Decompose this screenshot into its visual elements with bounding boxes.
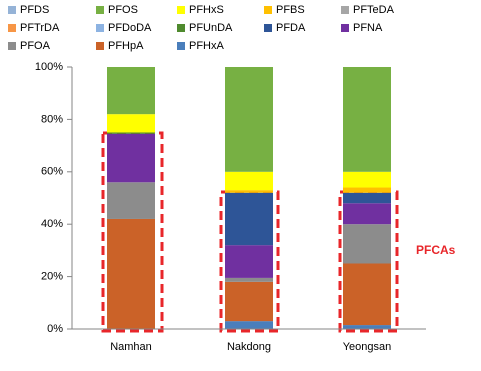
bar-segment (107, 132, 155, 134)
bar-segment (107, 133, 155, 183)
bar-segment (343, 325, 391, 329)
y-tick-label: 20% (41, 271, 63, 283)
y-tick-label: 80% (41, 113, 63, 125)
bar-segment (225, 67, 273, 172)
bar-segment (343, 192, 391, 204)
legend-label: PFOS (108, 4, 138, 16)
bar-segment (343, 224, 391, 264)
legend-swatch (177, 6, 185, 14)
legend-swatch (341, 6, 349, 14)
legend-swatch (264, 24, 272, 32)
y-tick-label: 60% (41, 166, 63, 178)
legend-label: PFDoDA (108, 22, 152, 34)
bar-segment (107, 114, 155, 133)
bar-segment (225, 171, 273, 191)
x-tick-label: Nakdong (227, 341, 271, 353)
legend-swatch (96, 6, 104, 14)
legend-label: PFBS (276, 4, 305, 16)
legend-swatch (96, 24, 104, 32)
legend-label: PFHpA (108, 40, 144, 52)
legend-swatch (264, 6, 272, 14)
bar-segment (107, 182, 155, 219)
bar-segment (225, 245, 273, 278)
bar-segment (225, 281, 273, 322)
bar-segment (225, 192, 273, 246)
bar-segment (225, 190, 273, 193)
legend-label: PFHxA (189, 40, 225, 52)
y-tick-label: 40% (41, 218, 63, 230)
x-tick-label: Yeongsan (343, 341, 392, 353)
bar-segment (107, 67, 155, 115)
legend-label: PFHxS (189, 4, 224, 16)
bar-segment (343, 187, 391, 193)
annotation: PFCAs (416, 243, 456, 257)
x-tick-label: Namhan (110, 341, 152, 353)
legend-swatch (8, 6, 16, 14)
bar-segment (107, 218, 155, 329)
legend-swatch (96, 42, 104, 50)
legend-label: PFNA (353, 22, 383, 34)
legend-swatch (8, 42, 16, 50)
y-tick-label: 100% (35, 61, 63, 73)
legend-label: PFTeDA (353, 4, 395, 16)
bar-segment (343, 203, 391, 225)
legend-swatch (177, 24, 185, 32)
bar-segment (225, 321, 273, 329)
bar-segment (343, 263, 391, 326)
legend-swatch (341, 24, 349, 32)
legend-swatch (8, 24, 16, 32)
bar-segment (343, 171, 391, 188)
legend-label: PFUnDA (189, 22, 233, 34)
legend-swatch (177, 42, 185, 50)
y-tick-label: 0% (47, 323, 63, 335)
legend-label: PFDS (20, 4, 49, 16)
bar-segment (225, 277, 273, 282)
legend-label: PFOA (20, 40, 51, 52)
bar-segment (343, 67, 391, 172)
legend-label: PFTrDA (20, 22, 60, 34)
legend-label: PFDA (276, 22, 306, 34)
